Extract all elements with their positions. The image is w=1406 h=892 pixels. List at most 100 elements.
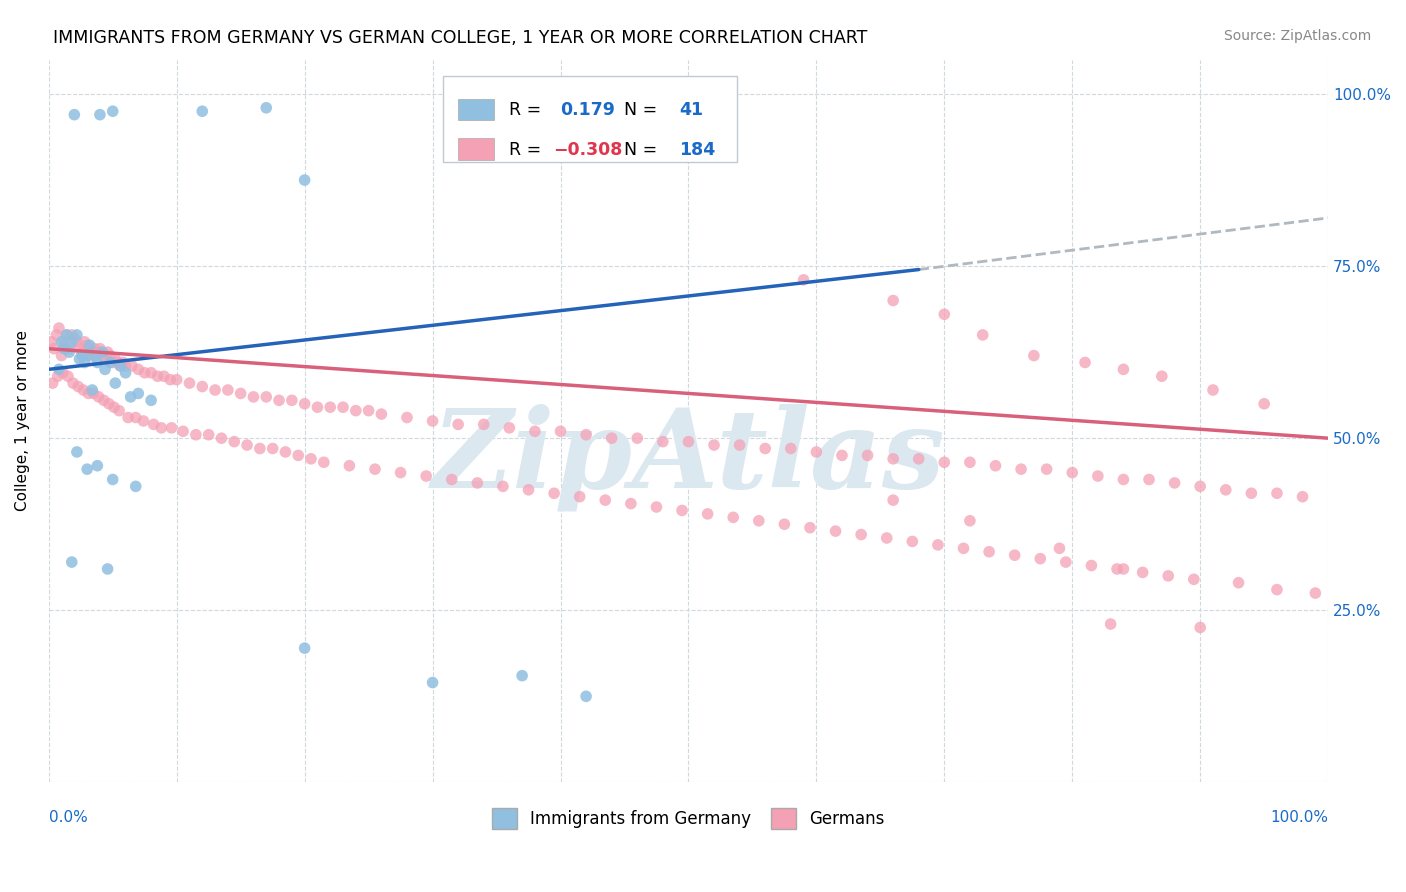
Point (98, 355, 121, 369)
Point (217, 383, 239, 397)
Point (1112, 473, 1135, 487)
Point (543, 486, 565, 500)
Point (824, 524, 846, 538)
Point (51, 349, 73, 363)
Point (211, 431, 233, 445)
Point (139, 393, 162, 408)
Point (56, 369, 79, 384)
Point (267, 393, 290, 408)
Point (1227, 575, 1250, 590)
Point (58, 342, 80, 356)
Text: −0.308: −0.308 (553, 141, 623, 159)
Point (39, 334, 62, 349)
Point (357, 403, 380, 417)
Point (127, 386, 149, 401)
Point (45, 327, 67, 342)
Point (63, 331, 86, 345)
Point (626, 431, 648, 445)
Point (934, 307, 956, 321)
Point (41, 376, 63, 391)
Point (856, 449, 879, 463)
Point (927, 538, 949, 552)
Point (146, 369, 169, 384)
Point (395, 410, 418, 425)
Point (1062, 466, 1084, 480)
Text: ZipAtlas: ZipAtlas (432, 403, 945, 511)
Point (60, 555, 83, 569)
Point (364, 462, 387, 476)
Point (1189, 620, 1212, 634)
Point (550, 425, 572, 439)
Point (104, 351, 127, 366)
Point (262, 442, 284, 456)
Point (108, 403, 131, 417)
Point (139, 366, 162, 380)
Point (319, 401, 342, 415)
Point (510, 668, 533, 682)
Text: 41: 41 (679, 101, 703, 120)
Point (696, 507, 718, 521)
Point (142, 417, 165, 432)
Point (77, 386, 100, 401)
Point (934, 455, 956, 469)
Point (67, 379, 90, 393)
Point (66, 445, 89, 459)
Point (1265, 582, 1288, 597)
Text: 0.179: 0.179 (561, 101, 616, 120)
Point (595, 493, 617, 508)
Point (299, 451, 322, 466)
Point (1022, 349, 1045, 363)
Point (651, 434, 673, 449)
Point (132, 414, 155, 428)
Point (48, 321, 70, 335)
FancyBboxPatch shape (458, 138, 494, 160)
Point (312, 455, 335, 469)
Point (517, 483, 540, 497)
Point (70, 345, 93, 359)
Point (53, 342, 76, 356)
Point (53, 334, 76, 349)
Point (1182, 572, 1205, 586)
Point (98, 349, 121, 363)
Point (52, 366, 75, 380)
Point (55, 327, 77, 342)
Point (76, 338, 98, 352)
Point (79, 338, 101, 352)
Point (1253, 397, 1275, 411)
Point (172, 425, 194, 439)
Point (1240, 486, 1263, 500)
Point (82, 383, 104, 397)
FancyBboxPatch shape (443, 76, 737, 162)
Point (236, 438, 259, 452)
Point (972, 327, 994, 342)
Point (472, 417, 495, 432)
Point (117, 410, 139, 425)
Point (94, 351, 117, 366)
Point (415, 469, 437, 483)
Point (799, 521, 821, 535)
Point (307, 401, 329, 415)
Point (876, 531, 898, 545)
FancyBboxPatch shape (458, 99, 494, 120)
Point (159, 373, 181, 387)
Text: Source: ZipAtlas.com: Source: ZipAtlas.com (1223, 29, 1371, 43)
Point (779, 442, 801, 456)
Point (1291, 490, 1313, 504)
Point (274, 445, 297, 459)
Y-axis label: College, 1 year or more: College, 1 year or more (15, 330, 30, 511)
Point (110, 359, 132, 373)
Point (1049, 541, 1071, 556)
Point (1189, 479, 1212, 493)
Point (389, 466, 412, 480)
Point (523, 425, 546, 439)
Point (101, 104, 124, 119)
Point (254, 390, 277, 404)
Point (1074, 355, 1097, 369)
Point (568, 490, 591, 504)
Point (166, 373, 188, 387)
Point (127, 362, 149, 376)
Point (153, 369, 176, 384)
Point (191, 104, 214, 119)
Text: N =: N = (624, 101, 664, 120)
Point (254, 101, 277, 115)
